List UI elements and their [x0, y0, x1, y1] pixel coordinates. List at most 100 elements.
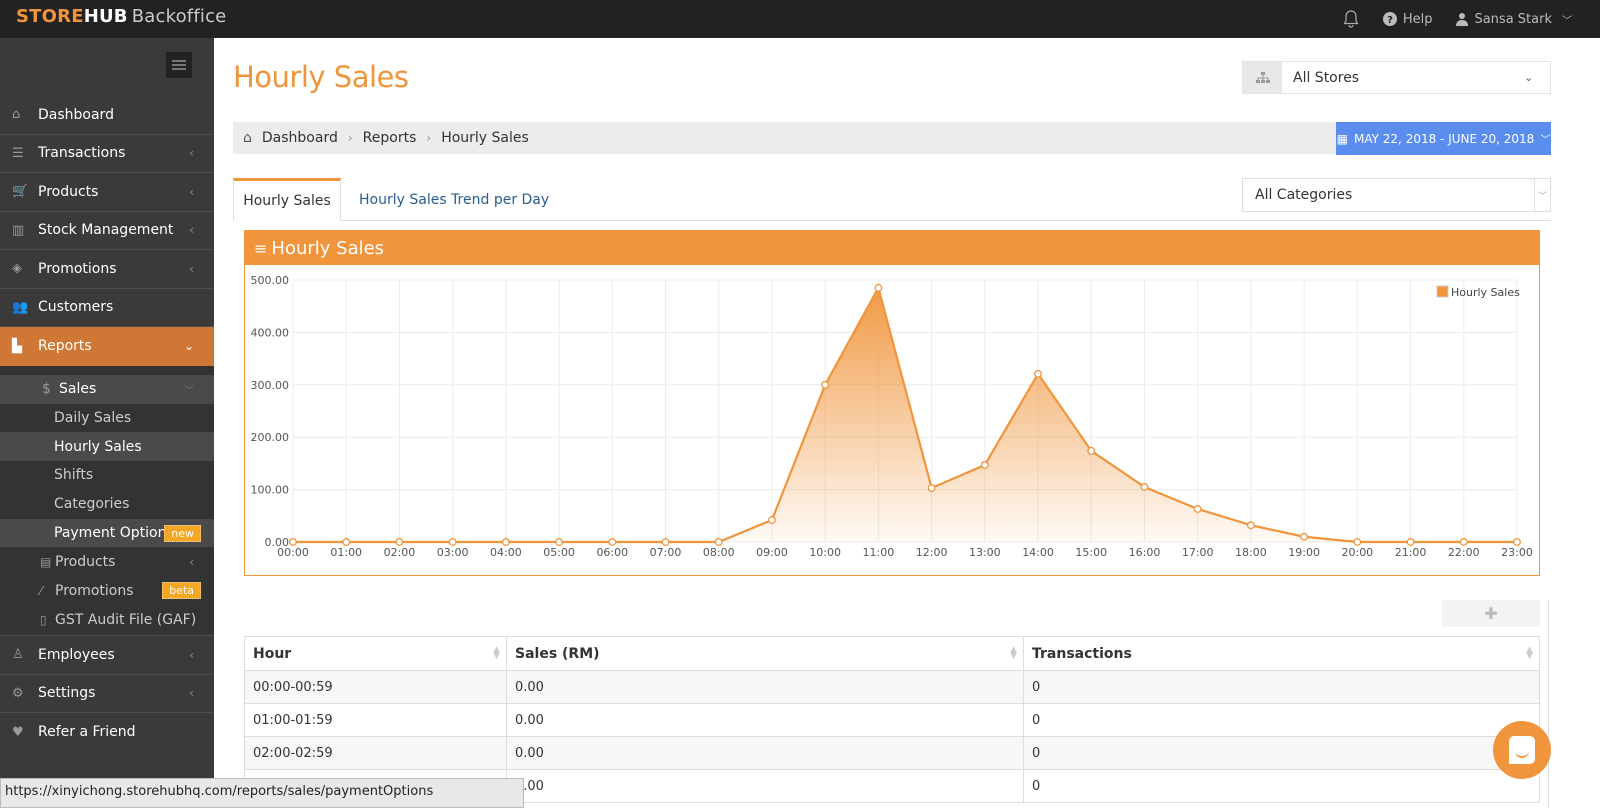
chat-support-button[interactable] [1493, 721, 1551, 779]
chevron-left-icon: ‹ [189, 184, 194, 199]
sidebar-item-label: Transactions [38, 145, 126, 162]
svg-text:300.00: 300.00 [251, 379, 290, 392]
column-header-label: Sales (RM) [515, 645, 600, 662]
sidebar-item-shifts[interactable]: Shifts [0, 461, 214, 490]
breadcrumb-current: Hourly Sales [441, 130, 529, 146]
sidebar-item-products[interactable]: 🛒 Products ‹ [0, 173, 214, 212]
home-icon: ⌂ [12, 107, 21, 123]
chevron-left-icon: ‹ [189, 647, 194, 662]
sidebar-item-employees[interactable]: ♙ Employees ‹ [0, 636, 214, 675]
app-logo[interactable]: STOREHUB Backoffice [16, 6, 226, 27]
hamburger-icon [172, 60, 186, 70]
browser-status-url: https://xinyichong.storehubhq.com/report… [0, 778, 524, 808]
table-row: 02:00-02:59 0.00 0 [244, 736, 1540, 770]
svg-text:02:00: 02:00 [384, 546, 416, 559]
tab-hourly-sales[interactable]: Hourly Sales [233, 178, 341, 221]
sidebar-item-transactions[interactable]: ☰ Transactions ‹ [0, 135, 214, 173]
cart-icon: 🛒 [12, 184, 29, 200]
help-label: Help [1402, 11, 1433, 27]
svg-text:10:00: 10:00 [809, 546, 841, 559]
sidebar-item-dashboard[interactable]: ⌂ Dashboard [0, 96, 214, 135]
archive-icon: ▤ [40, 554, 52, 569]
svg-text:21:00: 21:00 [1395, 546, 1427, 559]
sidebar-item-payment-options[interactable]: Payment Options new [0, 518, 214, 548]
column-header-sales[interactable]: Sales (RM) ▲ ▼ [506, 636, 1024, 671]
svg-text:Hourly Sales: Hourly Sales [1451, 286, 1520, 299]
sidebar-item-label: Shifts [54, 467, 94, 484]
svg-text:07:00: 07:00 [650, 546, 682, 559]
sidebar-item-stock-management[interactable]: ▥ Stock Management ‹ [0, 212, 214, 250]
column-header-transactions[interactable]: Transactions ▲ ▼ [1023, 636, 1540, 671]
cell-transactions: 0 [1023, 769, 1540, 803]
svg-text:08:00: 08:00 [703, 546, 735, 559]
sidebar-item-sales[interactable]: $ Sales ﹀ [0, 374, 214, 404]
barcode-icon: ▥ [12, 222, 25, 238]
svg-text:20:00: 20:00 [1341, 546, 1373, 559]
tags-icon: ◈ [12, 261, 22, 277]
sidebar-item-customers[interactable]: 👥 Customers [0, 289, 214, 327]
sidebar-item-settings[interactable]: ⚙ Settings ‹ [0, 675, 214, 714]
svg-text:16:00: 16:00 [1129, 546, 1161, 559]
sitemap-icon [1243, 62, 1282, 93]
sidebar-nav: ⌂ Dashboard ☰ Transactions ‹ 🛒 Products ‹ ▥ St… [0, 96, 214, 752]
hourly-sales-panel: ≡ Hourly Sales 0.00 100.00 200.00 300.00 400… [244, 230, 1540, 576]
users-icon: 👥 [12, 299, 29, 315]
breadcrumb-dashboard[interactable]: Dashboard [261, 130, 338, 146]
svg-text:100.00: 100.00 [251, 484, 290, 497]
table-row: 01:00-01:59 0.00 0 [244, 703, 1540, 737]
sidebar-item-label: Promotions [38, 260, 117, 277]
sidebar-item-label: Customers [38, 299, 114, 316]
heart-icon: ♥ [12, 724, 24, 740]
cell-hour: 01:00-01:59 [244, 703, 507, 737]
bar-chart-icon: ▙ [12, 338, 22, 354]
notifications-button[interactable] [1343, 10, 1359, 28]
store-select-value: All Stores [1293, 69, 1360, 86]
chevron-down-icon: ﹀ [184, 385, 194, 397]
sidebar-item-reports[interactable]: ▙ Reports ⌄ [0, 327, 214, 366]
magic-wand-icon: ⁄ [40, 583, 43, 598]
table-row: 00:00-00:59 0.00 0 [244, 670, 1540, 704]
column-header-label: Hour [253, 645, 292, 662]
home-icon: ⌂ [243, 130, 252, 146]
column-header-hour[interactable]: Hour ▲ ▼ [244, 636, 507, 671]
sidebar-item-promotions[interactable]: ◈ Promotions ‹ [0, 250, 214, 289]
sidebar-item-report-products[interactable]: ▤ Products ‹ [0, 547, 214, 576]
svg-text:09:00: 09:00 [756, 546, 788, 559]
help-link[interactable]: ? Help [1382, 11, 1433, 27]
store-select[interactable]: All Stores ⌄ [1242, 61, 1551, 94]
sidebar: ⌂ Dashboard ☰ Transactions ‹ 🛒 Products ‹ ▥ St… [0, 38, 214, 808]
category-select[interactable]: All Categories ﹀ [1242, 178, 1551, 212]
sidebar-item-report-promotions[interactable]: ⁄ Promotions beta [0, 576, 214, 605]
column-toggle-button[interactable]: ✚ [1442, 600, 1540, 627]
date-range-picker[interactable]: ▦ MAY 22, 2018 - JUNE 20, 2018 ﹀ [1336, 122, 1551, 155]
user-menu[interactable]: Sansa Stark ﹀ [1456, 12, 1572, 27]
sidebar-toggle-button[interactable] [166, 52, 192, 78]
sidebar-item-daily-sales[interactable]: Daily Sales [0, 404, 214, 433]
chevron-down-icon: ﹀ [1534, 179, 1550, 211]
tab-hourly-sales-trend-per-day[interactable]: Hourly Sales Trend per Day [359, 191, 550, 208]
cell-sales: 0.00 [506, 736, 1024, 770]
svg-text:01:00: 01:00 [330, 546, 362, 559]
list-icon: ☰ [12, 145, 24, 161]
svg-text:05:00: 05:00 [543, 546, 575, 559]
sidebar-item-categories[interactable]: Categories [0, 490, 214, 519]
sidebar-item-hourly-sales[interactable]: Hourly Sales [0, 432, 214, 462]
divider [1548, 600, 1549, 808]
sidebar-item-label: Dashboard [38, 106, 114, 123]
svg-text:500.00: 500.00 [251, 274, 290, 287]
svg-text:?: ? [1387, 15, 1393, 26]
sidebar-item-label: Daily Sales [54, 409, 132, 426]
panel-title: Hourly Sales [271, 237, 385, 259]
chevron-left-icon: ‹ [189, 223, 194, 238]
svg-text:03:00: 03:00 [437, 546, 469, 559]
sidebar-item-gst-audit-file[interactable]: ▯ GST Audit File (GAF) [0, 605, 214, 637]
sidebar-item-label: Sales [59, 381, 97, 397]
cell-sales: 0.00 [506, 769, 1024, 803]
sidebar-item-label: Products [55, 553, 116, 570]
bars-icon: ≡ [254, 238, 268, 258]
sort-icon: ▲ ▼ [1010, 645, 1017, 661]
sidebar-item-label: Refer a Friend [38, 724, 136, 741]
sidebar-item-refer-a-friend[interactable]: ♥ Refer a Friend [0, 713, 214, 752]
svg-text:400.00: 400.00 [251, 326, 290, 339]
breadcrumb-reports[interactable]: Reports [362, 130, 417, 146]
